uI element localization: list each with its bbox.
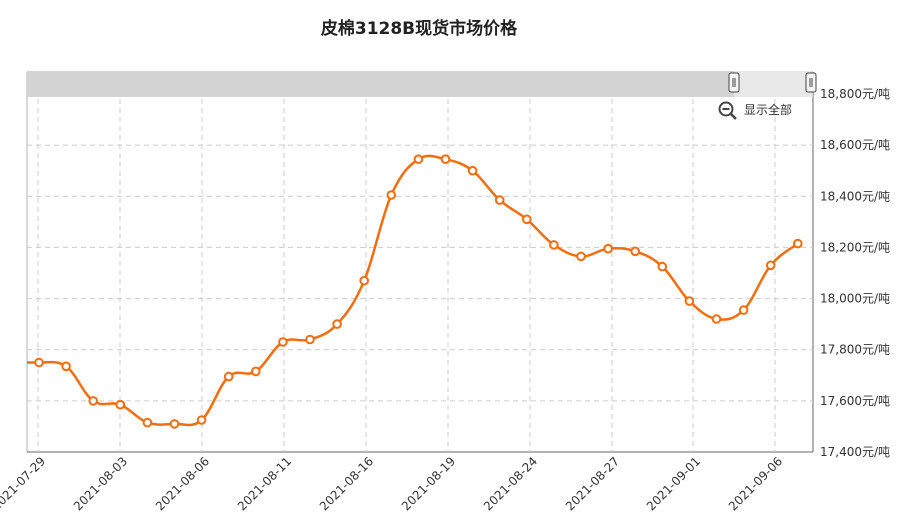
y-axis-ticks: 17,400元/吨 17,600元/吨 17,800元/吨 18,000元/吨 18,2…	[820, 87, 890, 459]
chart-title: 皮棉3128B现货市场价格	[321, 18, 518, 39]
data-point[interactable]	[576, 251, 586, 262]
x-tick-label: 2021-08-06	[153, 454, 212, 513]
data-point[interactable]	[332, 319, 342, 329]
x-tick-label: 2021-07-29	[0, 454, 48, 513]
data-point[interactable]	[738, 305, 749, 315]
range-slider-track[interactable]	[27, 71, 813, 97]
data-point[interactable]	[305, 334, 315, 345]
data-point[interactable]	[115, 399, 126, 410]
y-tick-label: 17,600元/吨	[820, 394, 890, 408]
data-point[interactable]	[278, 337, 288, 347]
y-tick-label: 18,200元/吨	[820, 240, 890, 254]
y-tick-label: 17,800元/吨	[820, 343, 890, 357]
data-point[interactable]	[494, 195, 505, 205]
x-tick-label: 2021-08-27	[563, 454, 622, 513]
range-slider-selection[interactable]	[734, 71, 812, 97]
data-point[interactable]	[413, 154, 424, 164]
reset-zoom-button[interactable]: 显示全部	[718, 101, 793, 120]
data-point[interactable]	[603, 243, 613, 254]
data-point[interactable]	[657, 261, 668, 272]
x-axis-ticks: 2021-07-29 2021-08-03 2021-08-06 2021-08-11…	[0, 454, 785, 513]
data-point[interactable]	[61, 361, 71, 372]
grid	[27, 72, 813, 452]
reset-zoom-label: 显示全部	[744, 102, 792, 117]
data-point[interactable]	[522, 214, 532, 225]
range-slider-handle-right[interactable]	[805, 72, 817, 93]
range-slider-handle-left[interactable]	[728, 72, 740, 93]
data-point[interactable]	[169, 419, 180, 429]
series-line	[27, 154, 799, 427]
data-point[interactable]	[88, 396, 98, 406]
series-line-group	[27, 154, 803, 429]
y-tick-label: 18,400元/吨	[820, 189, 890, 203]
data-point[interactable]	[467, 165, 478, 176]
data-point[interactable]	[630, 246, 641, 257]
data-point[interactable]	[765, 260, 776, 271]
data-point[interactable]	[251, 366, 261, 377]
data-point[interactable]	[359, 275, 370, 286]
data-point[interactable]	[223, 371, 234, 382]
data-point[interactable]	[711, 314, 722, 324]
y-tick-label: 17,400元/吨	[820, 445, 890, 459]
zoom-out-icon	[718, 101, 737, 120]
y-tick-label: 18,800元/吨	[820, 87, 890, 101]
data-point[interactable]	[793, 238, 803, 249]
x-tick-label: 2021-08-19	[399, 454, 458, 513]
data-point[interactable]	[549, 240, 559, 250]
data-point[interactable]	[684, 296, 695, 306]
y-tick-label: 18,600元/吨	[820, 138, 890, 152]
x-tick-label: 2021-09-01	[644, 454, 703, 513]
data-point[interactable]	[34, 357, 44, 368]
x-tick-label: 2021-09-06	[726, 454, 785, 513]
data-point[interactable]	[196, 415, 207, 425]
x-tick-label: 2021-08-11	[235, 454, 294, 513]
y-tick-label: 18,000元/吨	[820, 292, 890, 306]
data-point[interactable]	[386, 190, 397, 200]
x-tick-label: 2021-08-03	[71, 454, 130, 513]
x-tick-label: 2021-08-16	[317, 454, 376, 513]
x-tick-label: 2021-08-24	[481, 454, 540, 513]
data-point[interactable]	[142, 417, 153, 428]
data-point[interactable]	[440, 154, 451, 164]
